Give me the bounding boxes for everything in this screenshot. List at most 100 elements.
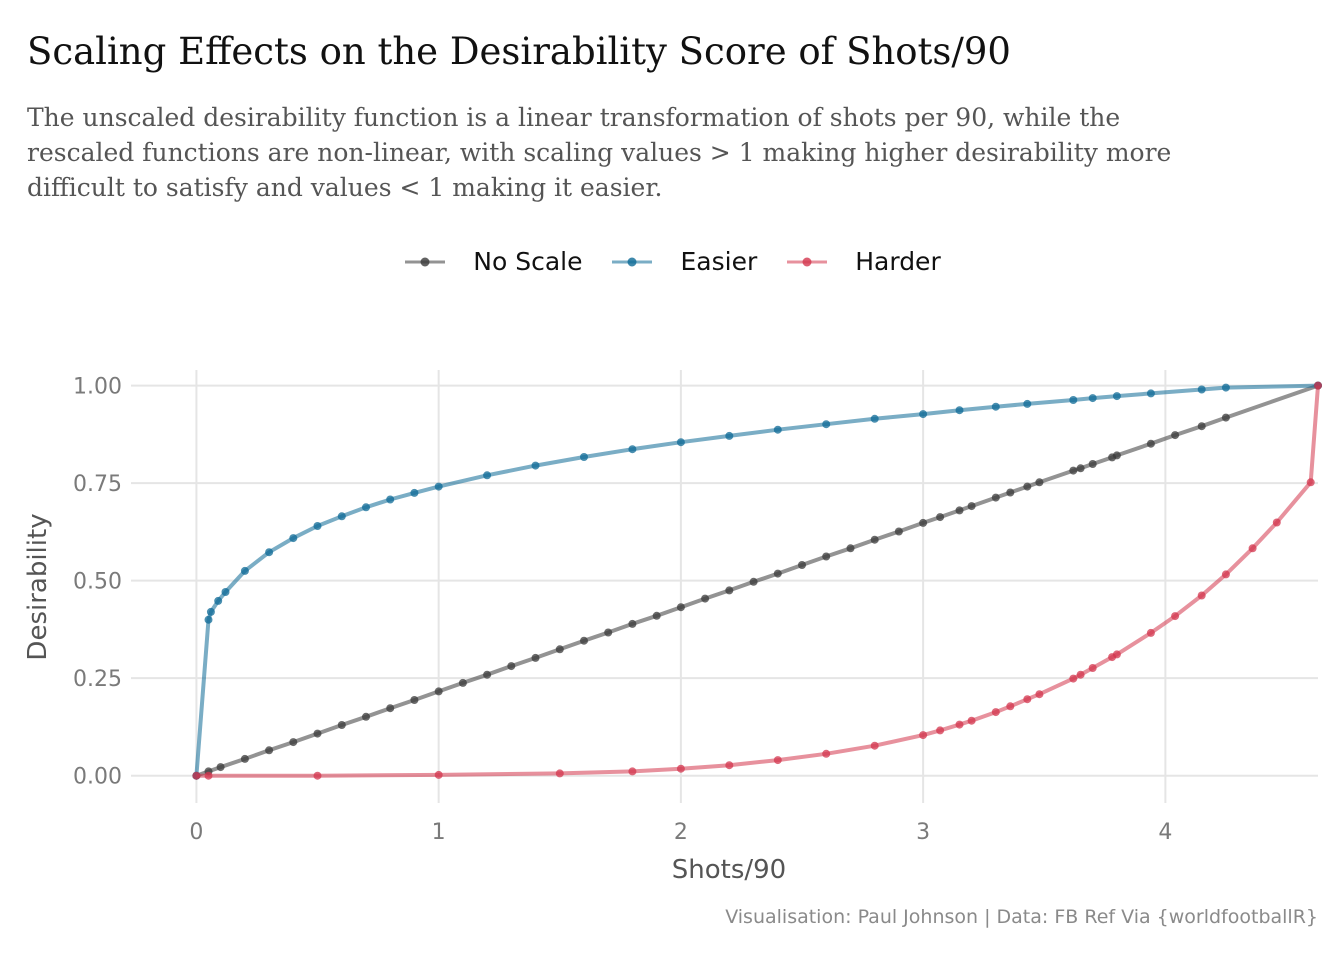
data-point-easier (1197, 385, 1206, 394)
data-point-harder (628, 767, 637, 776)
data-point-harder (1272, 518, 1281, 527)
data-point-no-scale (313, 729, 322, 738)
subtitle-line: difficult to satisfy and values < 1 maki… (27, 173, 663, 202)
data-point-no-scale (967, 502, 976, 511)
data-point-easier (870, 414, 879, 423)
data-point-no-scale (1076, 464, 1085, 473)
data-point-no-scale (870, 535, 879, 544)
legend-label-no-scale: No Scale (473, 247, 583, 276)
legend-item-harder: Harder (785, 247, 941, 276)
grid-layer (131, 370, 1318, 803)
data-point-harder (955, 720, 964, 729)
data-point-no-scale (265, 746, 274, 755)
data-point-no-scale (458, 678, 467, 687)
data-point-harder (822, 749, 831, 758)
data-point-harder (991, 708, 1000, 717)
data-point-harder (1006, 702, 1015, 711)
data-point-no-scale (1197, 422, 1206, 431)
x-tick-label: 0 (189, 820, 203, 845)
data-point-no-scale (1006, 488, 1015, 497)
series-layer (192, 381, 1322, 780)
data-point-easier (483, 471, 492, 480)
data-point-harder (555, 769, 564, 778)
data-point-easier (434, 482, 443, 491)
data-point-harder (1221, 570, 1230, 579)
data-point-no-scale (362, 712, 370, 721)
data-point-harder (313, 771, 322, 780)
data-point-no-scale (676, 603, 685, 612)
data-point-easier (221, 588, 230, 596)
series-line-harder (196, 385, 1320, 778)
data-point-no-scale (337, 721, 346, 729)
data-point-no-scale (434, 687, 443, 696)
legend-key-no-scale (405, 257, 446, 266)
data-point-harder (434, 770, 443, 779)
data-point-easier (676, 438, 685, 447)
data-point-easier (822, 420, 831, 429)
data-point-easier (1023, 399, 1032, 408)
data-point-easier (337, 512, 346, 521)
data-point-no-scale (1069, 466, 1078, 475)
data-point-harder (773, 756, 782, 765)
series-line-easier (194, 383, 1319, 776)
data-point-easier (919, 410, 928, 419)
series-harder (192, 381, 1322, 780)
data-point-easier (1088, 394, 1097, 403)
x-tick-label: 2 (674, 820, 688, 845)
data-point-harder (1314, 381, 1322, 390)
data-point-no-scale (628, 619, 637, 628)
tick-labels: 0.00 0.25 0.50 0.75 1.00 0 1 2 3 4 (73, 375, 1172, 845)
y-axis-title: Desirability (23, 513, 53, 660)
data-point-easier (580, 453, 588, 461)
data-point-no-scale (289, 738, 298, 747)
data-point-no-scale (701, 594, 710, 603)
data-point-harder (870, 741, 879, 750)
data-point-easier (531, 461, 540, 470)
data-point-harder (192, 771, 201, 780)
data-point-easier (725, 431, 734, 440)
data-point-no-scale (410, 696, 419, 704)
data-point-no-scale (773, 569, 782, 578)
data-point-harder (1035, 690, 1044, 699)
y-tick-label: 0.50 (73, 570, 122, 595)
data-point-easier (410, 488, 419, 497)
data-point-no-scale (822, 552, 831, 561)
data-point-no-scale (846, 544, 855, 553)
data-point-harder (1088, 664, 1097, 672)
data-point-harder (967, 716, 976, 725)
data-point-no-scale (1023, 482, 1032, 491)
data-point-easier (1112, 392, 1121, 401)
data-point-no-scale (652, 611, 661, 620)
legend-item-easier: Easier (610, 247, 757, 276)
data-point-easier (206, 607, 215, 616)
data-point-harder (204, 771, 213, 780)
legend-key-harder (787, 257, 828, 266)
data-point-harder (1069, 674, 1078, 683)
data-point-no-scale (240, 754, 249, 763)
data-point-no-scale (1221, 413, 1230, 422)
legend-label-easier: Easier (680, 247, 758, 276)
data-point-easier (1146, 389, 1155, 398)
data-point-harder (725, 761, 734, 770)
data-point-easier (991, 402, 1000, 411)
data-point-easier (362, 503, 370, 512)
data-point-easier (313, 522, 322, 530)
data-point-no-scale (1112, 451, 1121, 460)
data-point-harder (1076, 670, 1085, 679)
data-point-no-scale (483, 670, 492, 679)
data-point-no-scale (386, 704, 395, 713)
data-point-no-scale (604, 628, 613, 637)
chart-title: Scaling Effects on the Desirability Scor… (27, 30, 1011, 73)
y-tick-label: 0.75 (73, 472, 122, 497)
data-point-easier (204, 615, 213, 624)
data-point-no-scale (507, 662, 516, 671)
y-tick-label: 1.00 (73, 375, 122, 400)
data-point-easier (1221, 383, 1230, 392)
data-point-no-scale (955, 506, 964, 515)
data-point-easier (289, 534, 298, 543)
legend-item-no-scale: No Scale (403, 247, 582, 276)
data-point-easier (1069, 396, 1078, 404)
series-easier (192, 381, 1322, 780)
chart-subtitle: The unscaled desirability function is a … (27, 100, 1307, 205)
